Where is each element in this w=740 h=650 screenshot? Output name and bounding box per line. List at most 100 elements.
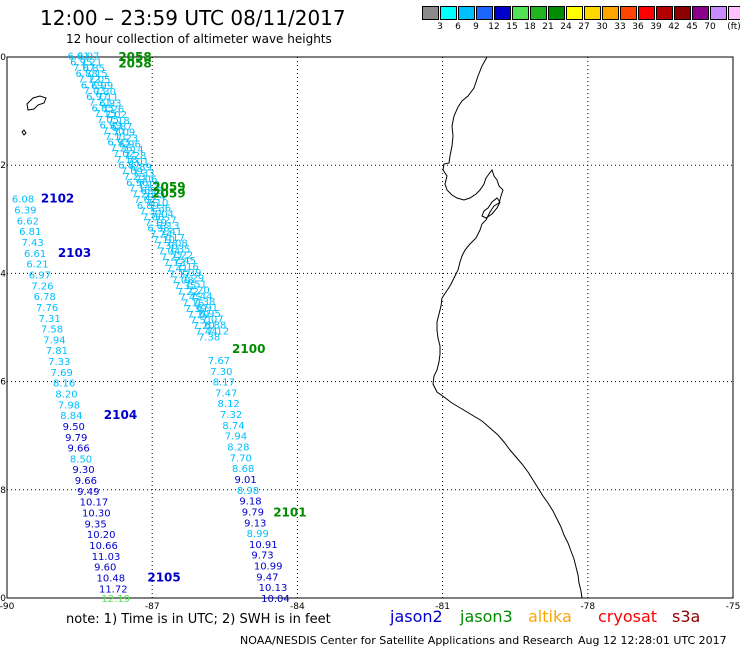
wave-height-label: 7.29 — [182, 274, 204, 285]
wave-height-label: 7.10 — [146, 198, 168, 209]
wave-height-label: 9.79 — [65, 433, 87, 444]
wave-height-label: 7.06 — [135, 174, 157, 185]
wave-height-label: 7.13 — [157, 221, 179, 232]
legend-tick-label: 36 — [632, 22, 644, 32]
legend-swatch — [440, 6, 457, 20]
wave-height-label: 6.85 — [83, 63, 105, 74]
wave-height-label: 6.81 — [19, 227, 41, 238]
legend-swatch — [494, 6, 511, 20]
wave-height-label: 7.02 — [113, 149, 135, 160]
wave-height-label: 10.99 — [254, 562, 283, 573]
wave-height-label: 7.33 — [48, 357, 70, 368]
wave-height-label: 9.18 — [239, 497, 261, 508]
wave-height-label: 6.91 — [68, 52, 90, 63]
color-legend — [422, 6, 740, 20]
coastline — [432, 56, 583, 599]
wave-height-label: 6.89 — [130, 163, 152, 174]
wave-height-label: 10.48 — [97, 573, 126, 584]
wave-height-label: 7.08 — [165, 239, 187, 250]
time-label: 2103 — [58, 246, 91, 260]
legend-tick-label: 6 — [455, 22, 461, 32]
time-label: 2102 — [41, 192, 74, 206]
wave-height-label: 8.20 — [55, 390, 77, 401]
wave-height-label: 7.11 — [96, 93, 118, 104]
wave-height-label: 7.09 — [121, 166, 143, 177]
wave-height-label: 10.30 — [82, 509, 111, 520]
wave-height-label: 6.98 — [147, 224, 169, 235]
wave-height-label: 6.95 — [70, 57, 92, 68]
footer-note: note: 1) Time is in UTC; 2) SWH is in fe… — [66, 612, 331, 627]
wave-height-label: 7.08 — [171, 275, 193, 286]
x-tick-label: -87 — [145, 602, 160, 612]
x-tick-label: -90 — [0, 602, 15, 612]
wave-height-label: 9.35 — [84, 519, 106, 530]
wave-height-label: 7.28 — [124, 151, 146, 162]
legend-tick-label: 9 — [473, 22, 479, 32]
legend-tick-label: 33 — [614, 22, 626, 32]
wave-height-label: 9.73 — [251, 551, 273, 562]
wave-height-label: 7.69 — [51, 368, 73, 379]
puna-island — [481, 197, 501, 219]
wave-height-label: 7.19 — [145, 218, 167, 229]
y-tick-label: 0 — [0, 53, 6, 63]
footer-credit: NOAA/NESDIS Center for Satellite Applica… — [240, 634, 574, 647]
legend-jason3: jason3 — [460, 607, 513, 626]
legend-swatch — [638, 6, 655, 20]
wave-height-label: 8.84 — [60, 411, 82, 422]
wave-height-label: 11.03 — [92, 552, 121, 563]
wave-height-label: 7.04 — [152, 209, 174, 220]
wave-height-label: 7.17 — [163, 233, 185, 244]
galapagos-island — [26, 95, 47, 111]
map-grid: -90 -87 -84 -81 -78 -75 0 -2 -4 -6 -8 -10 — [0, 53, 740, 612]
x-tick-label: -81 — [435, 602, 450, 612]
legend-tick-label: 42 — [668, 22, 680, 32]
wave-height-label: 8.16 — [53, 379, 75, 390]
wave-height-label: 10.04 — [261, 594, 290, 605]
wave-height-label: 7.18 — [108, 116, 130, 127]
wave-height-label: 7.03 — [83, 86, 105, 97]
wave-height-label: 6.89 — [137, 201, 159, 212]
wave-height-label: 7.44 — [195, 327, 217, 338]
wave-height-label: 8.17 — [213, 378, 235, 389]
time-label: 2058 — [118, 56, 151, 70]
wave-height-label: 7.39 — [185, 304, 207, 315]
wave-height-label: 9.30 — [72, 465, 94, 476]
wave-height-label: 10.13 — [259, 583, 288, 594]
legend-swatch — [548, 6, 565, 20]
wave-height-label: 7.05 — [88, 75, 110, 86]
wave-height-label: 7.12 — [207, 326, 229, 337]
wave-height-label: 7.16 — [182, 298, 204, 309]
wave-height-label: 7.51 — [190, 315, 212, 326]
wave-height-label: 7.23 — [116, 134, 138, 145]
wave-height-label: 7.22 — [177, 287, 199, 298]
wave-height-label: 6.78 — [34, 292, 56, 303]
y-tick-label: -4 — [0, 269, 6, 279]
legend-jason2: jason2 — [390, 607, 443, 626]
y-tick-label: -2 — [0, 161, 6, 171]
wave-height-label: 6.87 — [110, 122, 132, 133]
wave-height-label: 7.07 — [73, 63, 95, 74]
wave-height-label: 8.12 — [218, 399, 240, 410]
wave-height-label: 7.38 — [198, 333, 220, 344]
footer-timestamp: Aug 12 12:28:01 UTC 2017 — [578, 634, 727, 647]
wave-height-label: 8.74 — [222, 421, 244, 432]
wave-height-label: 7.29 — [187, 310, 209, 321]
time-label: 2101 — [273, 506, 306, 520]
wave-height-label: 7.45 — [179, 293, 201, 304]
wave-height-label: 7.20 — [188, 285, 210, 296]
time-label: 2059 — [152, 180, 185, 194]
y-tick-label: -6 — [0, 378, 6, 388]
legend-swatch — [602, 6, 619, 20]
legend-swatch — [458, 6, 475, 20]
x-tick-label: -78 — [580, 602, 595, 612]
wave-height-label: 6.85 — [91, 103, 113, 114]
legend-altika: altika — [528, 607, 572, 626]
wave-height-label: 11.72 — [99, 584, 128, 595]
wave-height-label: 7.94 — [43, 335, 65, 346]
legend-tick-label: 12 — [488, 22, 500, 32]
wave-height-label: 6.21 — [26, 260, 48, 271]
wave-height-label: 9.47 — [256, 572, 278, 583]
wave-height-label: 7.27 — [154, 215, 176, 226]
wave-height-label: 7.38 — [193, 297, 215, 308]
legend-s3a: s3a — [672, 607, 701, 626]
